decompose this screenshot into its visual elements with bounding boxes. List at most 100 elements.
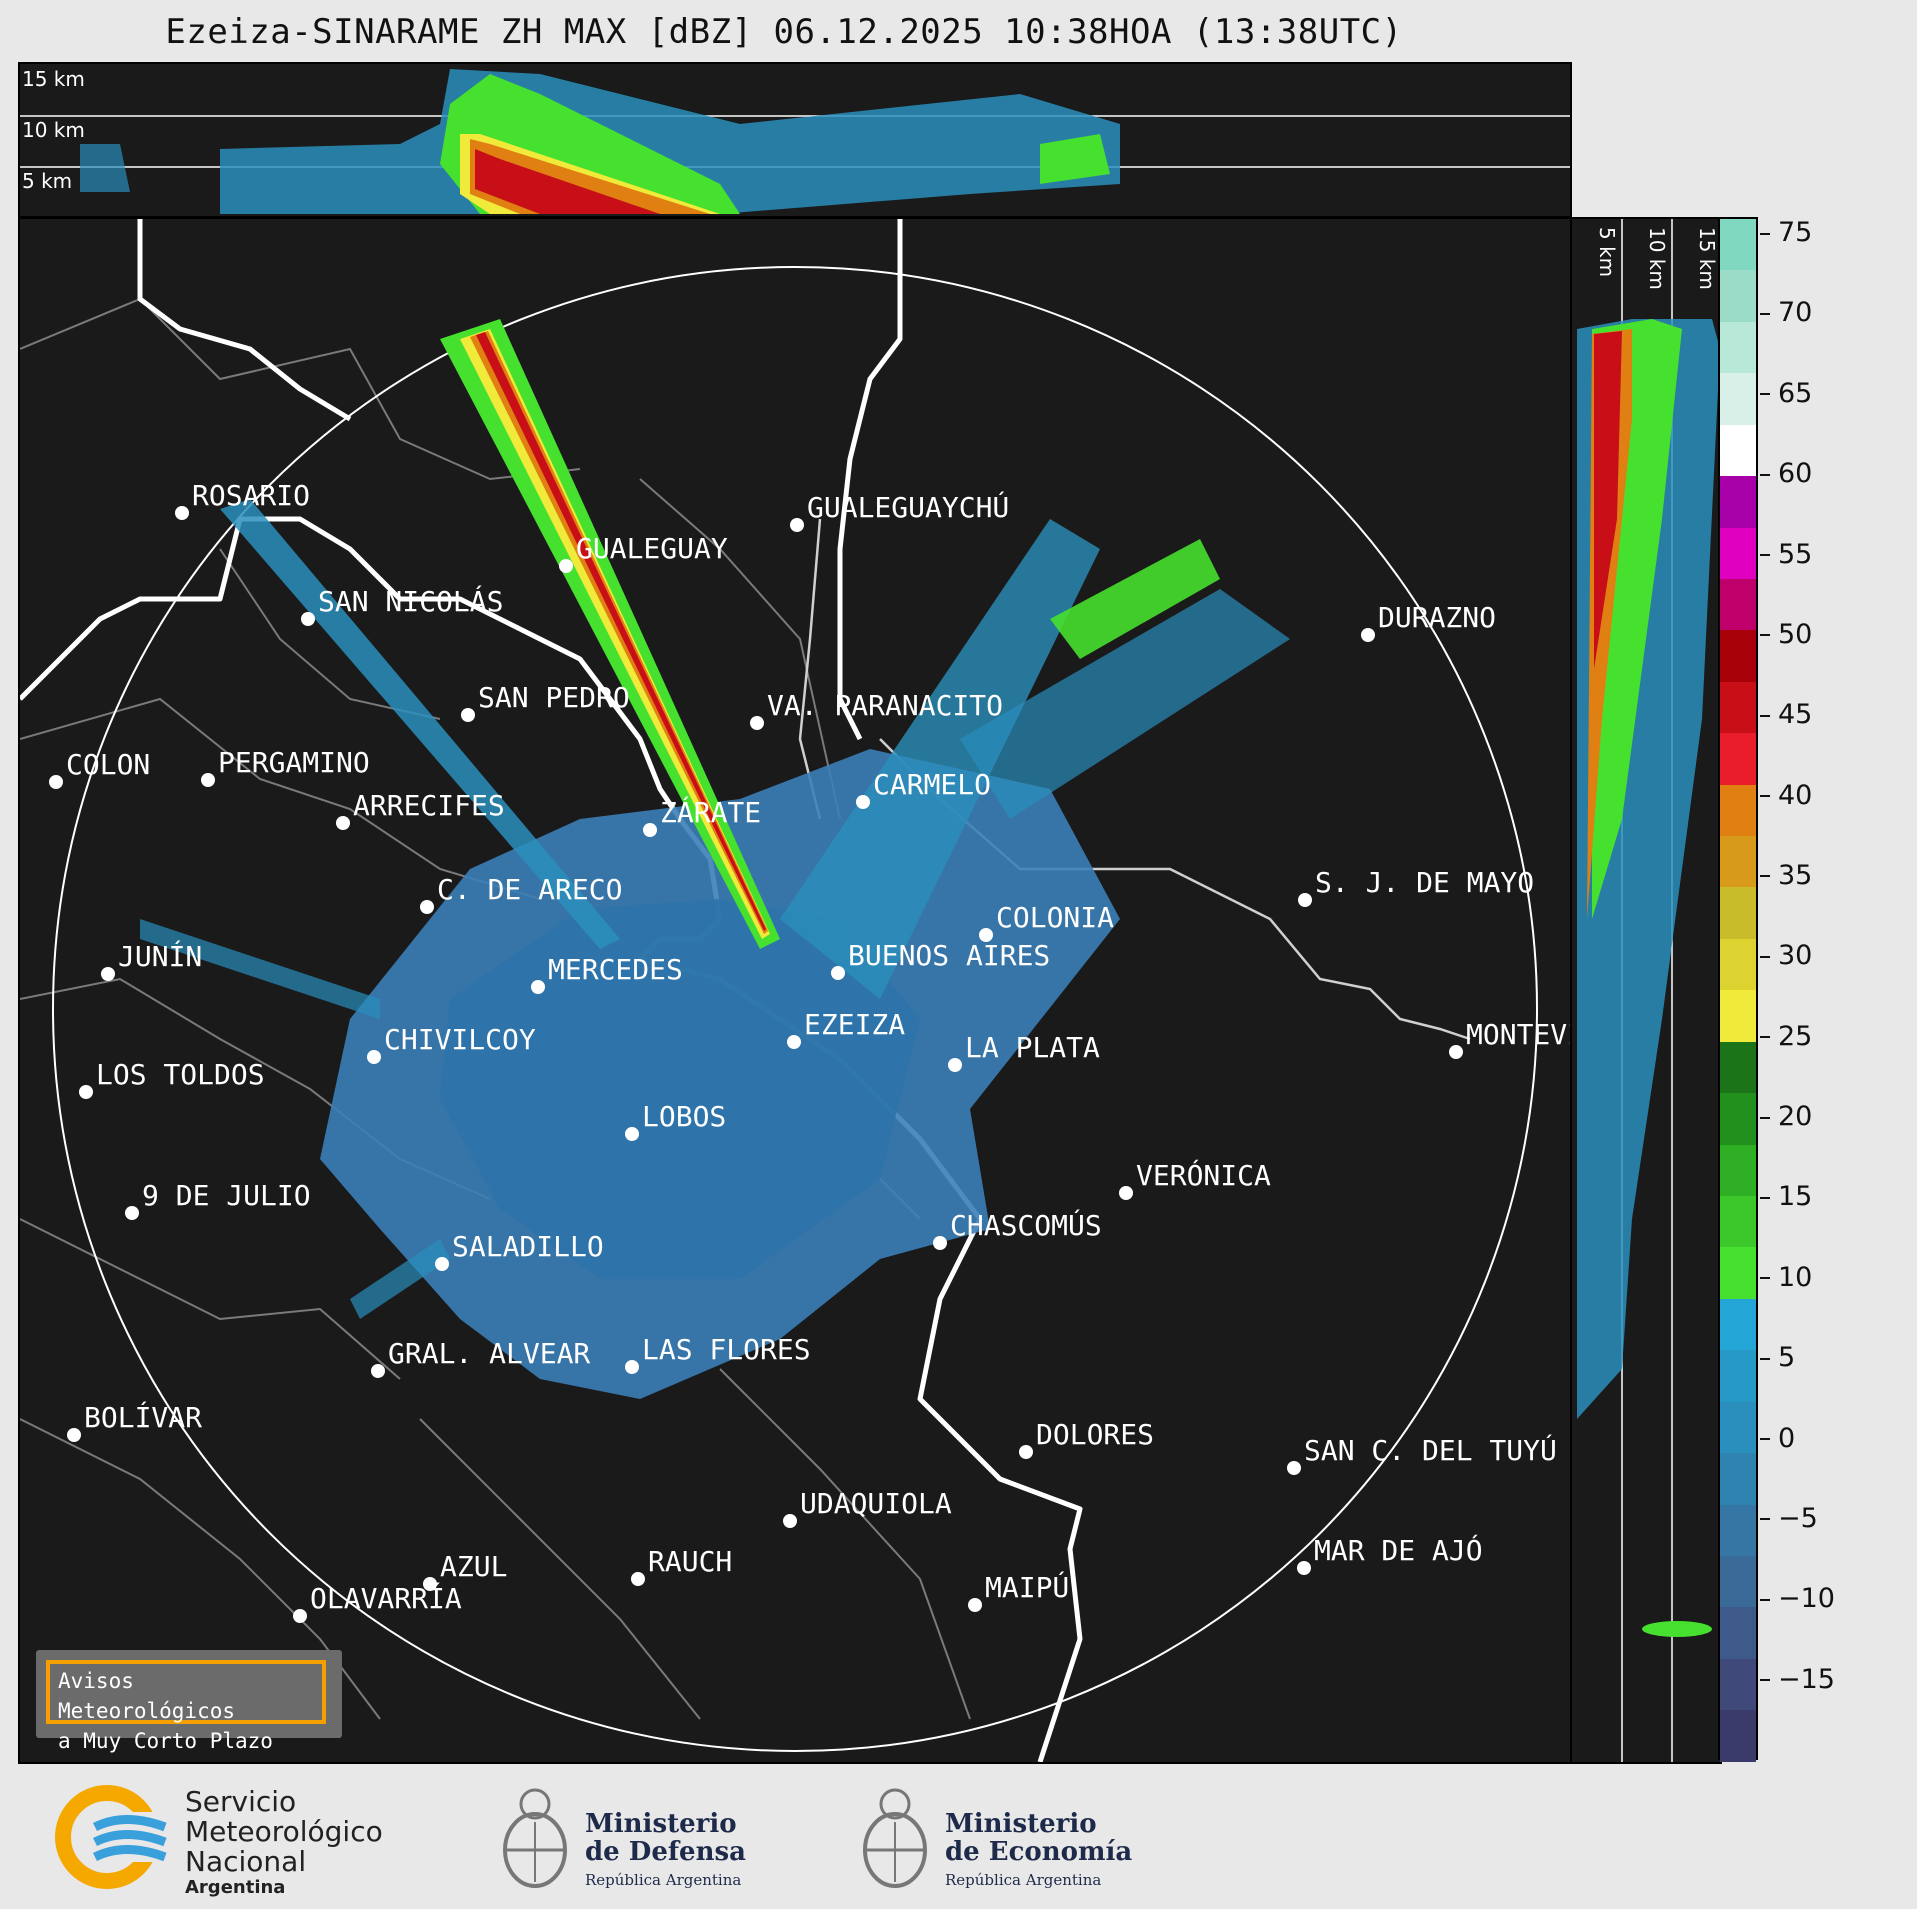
economia-line3: República Argentina bbox=[945, 1871, 1102, 1889]
city-dot bbox=[1119, 1186, 1133, 1200]
city-label: DOLORES bbox=[1036, 1418, 1154, 1451]
city-dot bbox=[79, 1085, 93, 1099]
economia-line2: de Economía bbox=[945, 1837, 1133, 1867]
city-label: ARRECIFES bbox=[353, 789, 505, 822]
colorbar-band bbox=[1720, 836, 1756, 888]
city-dot bbox=[293, 1609, 307, 1623]
city-marker: ROSARIO bbox=[175, 479, 310, 520]
city-dot bbox=[125, 1206, 139, 1220]
avisos-line1: Avisos Meteorológicos bbox=[58, 1669, 236, 1723]
city-marker: JUNÍN bbox=[101, 939, 202, 981]
colorbar-band bbox=[1720, 1350, 1756, 1402]
city-marker: OLAVARRÍA bbox=[293, 1581, 462, 1623]
city-marker: PERGAMINO bbox=[201, 746, 370, 787]
colorbar-tick: 55 bbox=[1760, 539, 1910, 570]
colorbar-tick-label: 10 bbox=[1778, 1261, 1813, 1293]
national-shield-icon bbox=[863, 1788, 927, 1888]
city-dot bbox=[625, 1360, 639, 1374]
city-label: CARMELO bbox=[873, 768, 991, 801]
colorbar-tick: 30 bbox=[1760, 940, 1910, 971]
city-marker: DURAZNO bbox=[1361, 601, 1496, 642]
top-height-label-5: 5 km bbox=[22, 169, 72, 193]
city-marker: CHIVILCOY bbox=[367, 1023, 536, 1064]
defensa-line2: de Defensa bbox=[585, 1837, 746, 1867]
city-marker: ZÁRATE bbox=[643, 795, 761, 837]
city-label: MAIPÚ bbox=[985, 1570, 1069, 1604]
city-dot bbox=[783, 1514, 797, 1528]
city-label: OLAVARRÍA bbox=[310, 1581, 462, 1615]
city-dot bbox=[750, 716, 764, 730]
colorbar-band bbox=[1720, 1710, 1756, 1762]
radar-echo-field bbox=[140, 499, 1290, 1399]
colorbar-tick: 25 bbox=[1760, 1021, 1910, 1052]
colorbar-tick-label: −15 bbox=[1778, 1663, 1835, 1695]
city-marker: S. J. DE MAYO bbox=[1298, 866, 1534, 907]
colorbar-tick: 45 bbox=[1760, 699, 1910, 730]
city-label: C. DE ARECO bbox=[437, 873, 622, 906]
city-dot bbox=[643, 823, 657, 837]
city-dot bbox=[175, 506, 189, 520]
city-marker: BOLÍVAR bbox=[67, 1400, 202, 1442]
smn-line4: Argentina bbox=[185, 1877, 286, 1898]
city-label: SAN PEDRO bbox=[478, 681, 630, 714]
smn-emblem-icon bbox=[55, 1785, 175, 1889]
colorbar-tick-label: 55 bbox=[1778, 538, 1813, 570]
city-marker: GUALEGUAY bbox=[559, 532, 728, 573]
colorbar-tick-label: 50 bbox=[1778, 618, 1813, 650]
economia-line1: Ministerio bbox=[945, 1809, 1097, 1839]
city-dot bbox=[1298, 893, 1312, 907]
city-marker: BUENOS AIRES bbox=[831, 939, 1050, 980]
side-echo-profile bbox=[1577, 319, 1720, 1637]
city-label: LOS TOLDOS bbox=[96, 1058, 265, 1091]
smn-line2: Meteorológico bbox=[185, 1815, 383, 1848]
city-dot bbox=[948, 1058, 962, 1072]
defensa-line3: República Argentina bbox=[585, 1871, 742, 1889]
economia-logo: Ministerio de Economía República Argenti… bbox=[855, 1782, 1155, 1892]
city-dot bbox=[1361, 628, 1375, 642]
city-marker: MAR DE AJÓ bbox=[1297, 1533, 1483, 1575]
colorbar-tick: 15 bbox=[1760, 1181, 1910, 1212]
colorbar-tick: 35 bbox=[1760, 860, 1910, 891]
colorbar-tick: 10 bbox=[1760, 1262, 1910, 1293]
colorbar-tick: 5 bbox=[1760, 1342, 1910, 1373]
defensa-line1: Ministerio bbox=[585, 1809, 737, 1839]
colorbar-band bbox=[1720, 1298, 1756, 1351]
avisos-badge[interactable]: Avisos Meteorológicos a Muy Corto Plazo bbox=[36, 1650, 342, 1753]
colorbar-tick: 65 bbox=[1760, 378, 1910, 409]
colorbar-band bbox=[1720, 1093, 1756, 1145]
city-dot bbox=[201, 773, 215, 787]
city-label: SAN C. DEL TUYÚ bbox=[1304, 1433, 1557, 1467]
colorbar-tick-label: 0 bbox=[1778, 1422, 1796, 1454]
side-height-label-10: 10 km bbox=[1645, 227, 1669, 290]
colorbar-tick-label: 25 bbox=[1778, 1020, 1813, 1052]
city-marker: LAS FLORES bbox=[625, 1333, 811, 1374]
colorbar-tick: −5 bbox=[1760, 1503, 1910, 1534]
city-label: SAN NICOLÁS bbox=[318, 584, 503, 618]
radar-range-ring bbox=[52, 266, 1538, 1752]
city-marker: 9 DE JULIO bbox=[125, 1179, 311, 1220]
colorbar-band bbox=[1720, 887, 1756, 939]
city-marker: ARRECIFES bbox=[336, 789, 505, 830]
colorbar-tick-label: 5 bbox=[1778, 1342, 1796, 1374]
side-cross-section-panel: 5 km 10 km 15 km bbox=[1570, 217, 1722, 1764]
side-height-label-15: 15 km bbox=[1695, 227, 1719, 290]
city-label: BOLÍVAR bbox=[84, 1400, 202, 1434]
city-label: JUNÍN bbox=[118, 939, 202, 973]
colorbar-tick: 40 bbox=[1760, 780, 1910, 811]
city-dot bbox=[625, 1127, 639, 1141]
colorbar-band bbox=[1720, 424, 1756, 477]
colorbar-tick-label: 75 bbox=[1778, 217, 1813, 249]
gualeguay-storm-band bbox=[440, 319, 780, 949]
city-marker: MONTEVIDEO bbox=[1449, 1018, 1570, 1059]
city-label: LA PLATA bbox=[965, 1031, 1100, 1064]
city-markers: ROSARIO GUALEGUAYCHÚ GUALEGUAY SAN NICOLÁS D… bbox=[49, 479, 1570, 1623]
avisos-line2: a Muy Corto Plazo bbox=[58, 1729, 273, 1753]
city-dot bbox=[371, 1364, 385, 1378]
colorbar-tick: 20 bbox=[1760, 1101, 1910, 1132]
city-dot bbox=[336, 816, 350, 830]
city-label: GUALEGUAY bbox=[576, 532, 728, 565]
city-dot bbox=[1449, 1045, 1463, 1059]
city-dot bbox=[435, 1257, 449, 1271]
chart-title: Ezeiza-SINARAME ZH MAX [dBZ] 06.12.2025 … bbox=[165, 12, 1403, 52]
smn-line3: Nacional bbox=[185, 1845, 307, 1878]
